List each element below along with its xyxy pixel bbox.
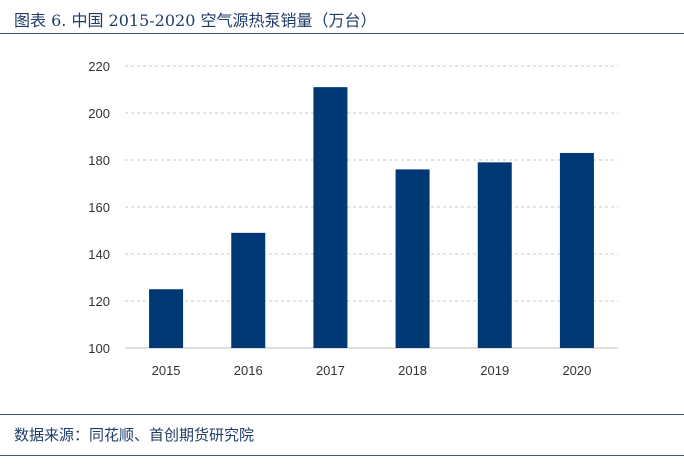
bar: [559, 152, 594, 348]
y-tick-label: 100: [88, 341, 110, 356]
chart-area: 100 120 140 160 180 200 220 2015 2016 2017 2018 201…: [0, 34, 684, 414]
bar: [313, 87, 348, 349]
y-tick-label: 220: [88, 59, 110, 74]
bar-chart: 100 120 140 160 180 200 220 2015 2016 2017 2018 201…: [88, 59, 618, 378]
x-tick-label: 2015: [152, 363, 181, 378]
bottom-divider: [0, 455, 684, 456]
y-tick-label: 180: [88, 153, 110, 168]
bar: [149, 289, 184, 348]
y-tick-label: 120: [88, 294, 110, 309]
bar: [231, 232, 266, 348]
x-tick-label: 2018: [398, 363, 427, 378]
y-tick-label: 200: [88, 106, 110, 121]
footer-divider: [0, 414, 684, 415]
x-tick-label: 2017: [316, 363, 345, 378]
bar: [395, 169, 430, 348]
y-tick-label: 140: [88, 247, 110, 262]
source-note: 数据来源：同花顺、首创期货研究院: [14, 426, 255, 444]
title-bar: 图表 6. 中国 2015-2020 空气源热泵销量（万台）: [0, 0, 684, 34]
bar: [477, 162, 512, 348]
x-tick-label: 2019: [480, 363, 509, 378]
x-tick-label: 2020: [562, 363, 591, 378]
x-tick-label: 2016: [234, 363, 263, 378]
figure-title: 图表 6. 中国 2015-2020 空气源热泵销量（万台）: [14, 11, 377, 30]
y-tick-label: 160: [88, 200, 110, 215]
